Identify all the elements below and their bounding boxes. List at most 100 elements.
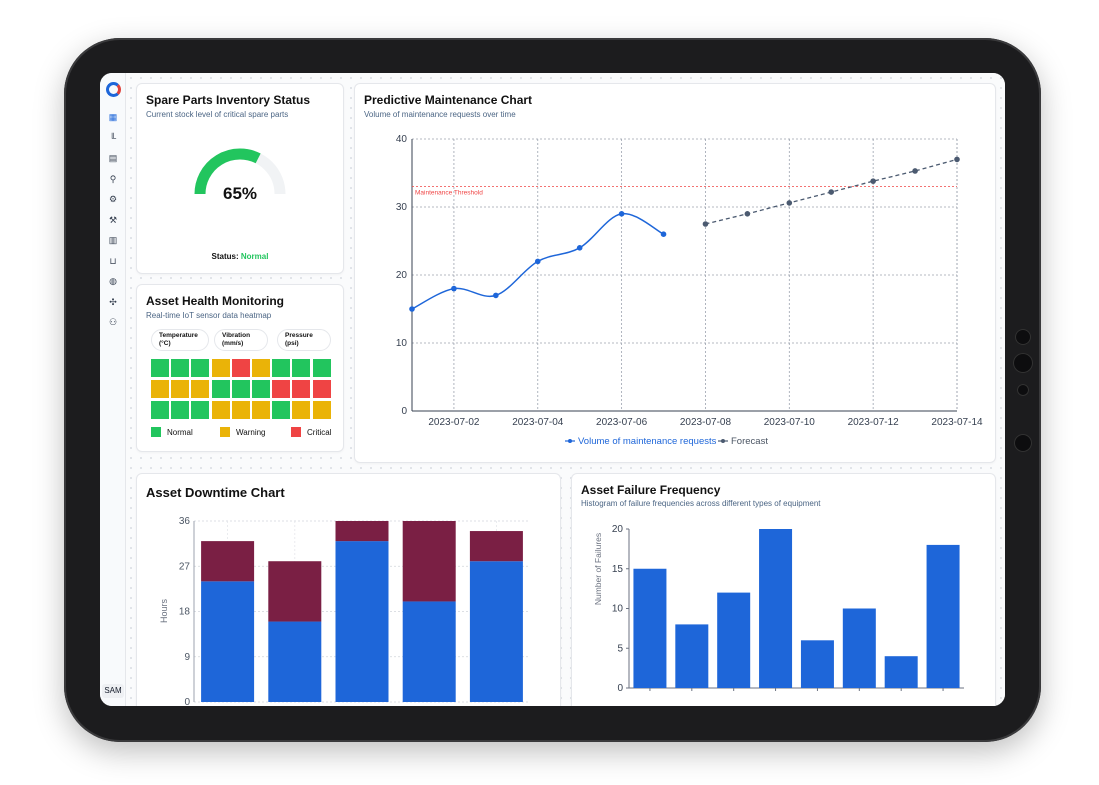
heatmap-cell-normal[interactable] xyxy=(191,401,210,419)
user-avatar[interactable]: SAM xyxy=(102,684,124,698)
basket-icon[interactable]: ⊔ xyxy=(109,255,117,266)
x-tick-label: 2023-07-10 xyxy=(764,417,816,428)
heatmap-cell-warning[interactable] xyxy=(151,380,169,398)
forklift-icon[interactable]: ⚲ xyxy=(109,173,117,184)
sensor-vibration[interactable]: Vibration (mm/s) xyxy=(214,329,268,351)
sensor-temperature-unit: (°C) xyxy=(159,340,171,347)
failure-bar xyxy=(884,656,918,688)
failure-chart: 0 5 10 15 20 Number of Failures xyxy=(593,524,964,694)
y-tick-label: 36 xyxy=(179,516,191,527)
failure-bar xyxy=(800,640,834,688)
conveyor-icon[interactable]: ⚙ xyxy=(108,194,118,204)
failure-card: Asset Failure Frequency Histogram of fai… xyxy=(571,473,996,706)
legend-warning-swatch xyxy=(220,427,230,437)
sensor-temperature-name: Temperature xyxy=(159,332,198,339)
legend-requests-label: Volume of maintenance requests xyxy=(578,436,717,447)
y-tick-label: 0 xyxy=(617,683,623,694)
inventory-title: Spare Parts Inventory Status xyxy=(146,93,311,107)
globe-icon[interactable]: ◍ xyxy=(109,276,117,286)
sensor-pressure[interactable]: Pressure (psi) xyxy=(277,329,331,351)
failure-bar xyxy=(633,568,667,688)
heatmap-cell-normal[interactable] xyxy=(231,380,250,398)
heatmap-cell-warning[interactable] xyxy=(252,401,270,419)
warehouse-icon[interactable]: ▥ xyxy=(108,235,118,245)
forecast-point xyxy=(870,178,876,184)
sensor-vibration-name: Vibration xyxy=(222,332,251,339)
heatmap-cell-critical[interactable] xyxy=(272,380,291,398)
sensor-temperature[interactable]: Temperature (°C) xyxy=(151,329,209,351)
legend-forecast-marker xyxy=(721,439,725,443)
heatmap-cell-warning[interactable] xyxy=(252,359,270,377)
predictive-chart: 0 10 20 30 40 2023-07-02 2023-07-04 2023-07-06 2… xyxy=(396,134,983,447)
x-tick-label: 2023-07-04 xyxy=(512,417,564,428)
sidebar: ▦ ╙ ▤ ⚲ ⚙ ⚒ ▥ ⊔ ◍ ✣ ⚇ SAM xyxy=(100,73,126,706)
y-tick-label: 15 xyxy=(612,564,624,575)
y-tick-label: 0 xyxy=(401,406,407,417)
chart-icon[interactable]: ╙ xyxy=(109,132,117,143)
y-tick-label: 10 xyxy=(396,338,408,349)
downtime-chart: 0 9 18 27 36 Hours xyxy=(159,516,530,706)
y-tick-label: 20 xyxy=(396,270,408,281)
heatmap-cell-normal[interactable] xyxy=(272,359,291,377)
inventory-status: Status: Normal xyxy=(137,252,343,261)
downtime-bar-segment xyxy=(268,561,322,622)
heatmap-cell-warning[interactable] xyxy=(211,401,230,419)
heatmap-cell-normal[interactable] xyxy=(151,401,169,419)
status-label: Status: xyxy=(211,252,239,261)
downtime-card: Asset Downtime Chart 0 9 18 27 36 Hours xyxy=(136,473,561,706)
heatmap-cell-warning[interactable] xyxy=(191,380,210,398)
threshold-label: Maintenance Threshold xyxy=(415,190,483,197)
legend-critical-swatch xyxy=(291,427,301,437)
heatmap-cell-normal[interactable] xyxy=(252,380,270,398)
heatmap-cell-normal[interactable] xyxy=(191,359,210,377)
heatmap-cell-warning[interactable] xyxy=(292,401,311,419)
legend-critical: Critical xyxy=(291,427,331,437)
heatmap-cell-critical[interactable] xyxy=(292,380,311,398)
heatmap-cell-critical[interactable] xyxy=(231,359,250,377)
downtime-bar-segment xyxy=(268,621,322,702)
legend-requests-marker xyxy=(568,439,572,443)
table-icon[interactable]: ▤ xyxy=(108,153,118,163)
failure-bar xyxy=(759,529,793,688)
heatmap-cell-normal[interactable] xyxy=(171,359,190,377)
heatmap-cell-warning[interactable] xyxy=(171,380,190,398)
y-tick-label: 0 xyxy=(184,697,190,706)
wrench-user-icon[interactable]: ⚒ xyxy=(108,214,118,225)
dashboard-main: Spare Parts Inventory Status Current sto… xyxy=(126,73,1005,706)
app-logo[interactable] xyxy=(106,82,121,97)
downtime-bar-segment xyxy=(402,521,456,602)
forecast-point xyxy=(954,156,960,163)
legend-forecast-label: Forecast xyxy=(731,436,768,447)
asset-health-card: Asset Health Monitoring Real-time IoT se… xyxy=(136,284,344,452)
heatmap-cell-normal[interactable] xyxy=(272,401,291,419)
legend-normal-swatch xyxy=(151,427,161,437)
user-settings-icon[interactable]: ⚇ xyxy=(108,317,118,327)
heatmap-cell-warning[interactable] xyxy=(312,401,331,419)
forecast-point xyxy=(786,200,793,206)
heatmap-cell-normal[interactable] xyxy=(211,380,230,398)
legend-normal-label: Normal xyxy=(167,428,193,437)
gears-icon[interactable]: ✣ xyxy=(109,296,117,307)
y-tick-label: 18 xyxy=(179,607,191,618)
legend-critical-label: Critical xyxy=(307,428,332,437)
requests-point xyxy=(451,285,457,292)
camera-dot xyxy=(1015,329,1031,345)
downtime-bar-segment xyxy=(402,601,456,702)
heatmap-cell-warning[interactable] xyxy=(231,401,250,419)
requests-point xyxy=(409,306,415,312)
forecast-point xyxy=(702,221,709,227)
heatmap-cell-normal[interactable] xyxy=(312,359,331,377)
sensor-vibration-unit: (mm/s) xyxy=(222,340,244,347)
chart-legend: Volume of maintenance requests Forecast xyxy=(565,436,768,447)
heatmap-cell-normal[interactable] xyxy=(292,359,311,377)
sensor-dot xyxy=(1017,384,1029,396)
failure-bar xyxy=(675,624,709,688)
downtime-bar-segment xyxy=(469,531,523,562)
heatmap-cell-warning[interactable] xyxy=(211,359,230,377)
y-axis-title: Number of Failures xyxy=(593,533,603,605)
heatmap-cell-normal[interactable] xyxy=(151,359,169,377)
dashboard-icon[interactable]: ▦ xyxy=(108,112,118,122)
heatmap-cell-normal[interactable] xyxy=(171,401,190,419)
heatmap-cell-critical[interactable] xyxy=(312,380,331,398)
y-tick-label: 10 xyxy=(612,604,624,615)
